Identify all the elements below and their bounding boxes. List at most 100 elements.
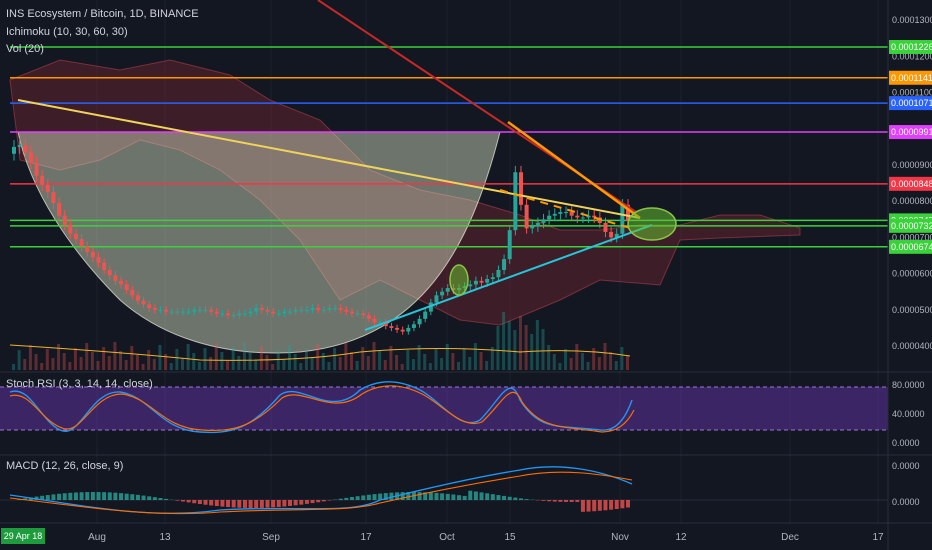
macd-histogram-bar — [141, 495, 146, 500]
macd-signal-line — [9, 471, 633, 515]
price-tick-label: 0.0000800 — [892, 196, 932, 206]
macd-histogram-bar — [564, 500, 569, 502]
candle-body — [51, 192, 56, 204]
volume-bar — [445, 344, 449, 370]
macd-histogram-bar — [603, 500, 608, 511]
volume-bar — [186, 344, 190, 370]
volume-bar — [237, 356, 241, 370]
volume-bar — [90, 352, 94, 370]
candle-body — [552, 213, 557, 216]
volume-bar — [242, 342, 246, 370]
macd-histogram-bar — [620, 500, 625, 509]
candle-body — [411, 324, 416, 328]
macd-histogram-bar — [124, 493, 129, 500]
candle-body — [417, 318, 422, 325]
candle-body — [197, 309, 202, 311]
macd-histogram-bar — [507, 496, 512, 500]
macd-histogram-bar — [502, 495, 507, 500]
candle-body — [158, 309, 163, 311]
macd-histogram-bar — [85, 492, 90, 500]
volume-bar — [462, 348, 466, 370]
macd-histogram-bar — [276, 500, 281, 507]
macd-histogram-bar — [383, 493, 388, 500]
macd-histogram-bar — [372, 494, 377, 500]
macd-histogram-bar — [73, 492, 78, 500]
candles — [12, 138, 630, 335]
candle-body — [378, 322, 383, 324]
macd-histogram-bar — [344, 497, 349, 500]
volume-bar — [119, 351, 123, 370]
macd-histogram-bar — [406, 492, 411, 500]
volume-bar — [73, 348, 77, 370]
stoch-tick-label: 40.0000 — [892, 409, 925, 419]
macd-histogram-bar — [468, 490, 473, 500]
macd-histogram-bar — [248, 500, 253, 508]
macd-histogram-bar — [51, 494, 56, 500]
candle-body — [473, 280, 478, 285]
volume-bar — [220, 352, 224, 370]
breakout-ellipse — [449, 264, 469, 296]
price-tick-label: 0.0000700 — [892, 232, 932, 242]
volume-bar — [344, 343, 348, 370]
candle-body — [124, 284, 129, 290]
candle-body — [34, 163, 39, 176]
volume-bar — [282, 359, 286, 370]
volume-bar — [209, 357, 213, 370]
candle-body — [107, 269, 112, 276]
macd-histogram-bar — [361, 495, 366, 500]
volume-bar — [197, 362, 201, 370]
candle-body — [265, 309, 270, 312]
macd-histogram-bar — [349, 497, 354, 500]
price-tick-label: 0.0000500 — [892, 305, 932, 315]
candle-body — [135, 295, 140, 301]
macd-histogram-bar — [457, 495, 462, 500]
ichimoku-legend[interactable]: Ichimoku (10, 30, 60, 30) — [6, 26, 128, 38]
price-tick-label: 0.0001100 — [892, 88, 932, 98]
candle-body — [575, 215, 580, 218]
candle-body — [614, 233, 619, 238]
volume-legend[interactable]: Vol (20) — [6, 43, 44, 55]
candle-body — [231, 315, 236, 317]
volume-bar — [406, 350, 410, 370]
candle-body — [237, 313, 242, 316]
macd-histogram-bar — [473, 491, 478, 500]
volume-bar — [524, 325, 528, 370]
volume-bar — [231, 347, 235, 370]
price-tag-label: 0.0000732 — [891, 221, 932, 231]
candle-body — [28, 152, 33, 164]
macd-tick-label: 0.0000 — [892, 461, 920, 471]
macd-tick-label: 0.0000 — [892, 497, 920, 507]
candle-body — [406, 327, 411, 332]
candle-body — [321, 309, 326, 311]
volume-bar — [45, 349, 49, 370]
stoch-rsi-legend[interactable]: Stoch RSI (3, 3, 14, 14, close) — [6, 378, 153, 390]
volume-bar — [102, 347, 106, 370]
volume-bar — [490, 347, 494, 370]
volume-bar — [592, 348, 596, 370]
macd-histogram-bar — [440, 493, 445, 500]
volume-bar — [530, 334, 534, 370]
cloud-area — [9, 59, 801, 326]
candle-body — [175, 311, 180, 313]
volume-bar — [355, 361, 359, 370]
price-tag-box — [889, 70, 932, 85]
volume-bar — [626, 356, 629, 370]
x-tick-label: 17 — [872, 532, 884, 543]
candle-body — [327, 307, 332, 310]
volume-bar — [569, 358, 573, 370]
volume-bar — [440, 358, 444, 370]
candle-body — [119, 280, 124, 285]
macd-histogram-bar — [135, 494, 140, 500]
candle-body — [524, 204, 529, 229]
candle-body — [316, 307, 321, 310]
macd-legend[interactable]: MACD (12, 26, close, 9) — [6, 460, 124, 472]
macd-histogram-bar — [180, 500, 185, 502]
candle-body — [288, 311, 293, 313]
yellow-trendline — [17, 99, 641, 219]
volume-bar — [169, 363, 173, 370]
candle-body — [248, 311, 253, 314]
volume-bar — [51, 358, 55, 370]
macd-histogram-bar — [220, 500, 225, 507]
candle-body — [214, 311, 219, 314]
